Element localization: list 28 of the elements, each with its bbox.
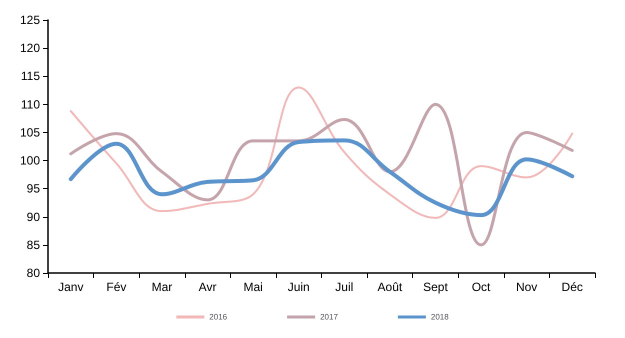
x-tick-label: Fév bbox=[106, 280, 126, 294]
x-tick-label: Sept bbox=[423, 280, 448, 294]
x-tick-label: Juil bbox=[335, 280, 354, 294]
y-tick-label: 125 bbox=[20, 13, 40, 27]
x-tick-label: Nov bbox=[516, 280, 538, 294]
x-tick-label: Mar bbox=[152, 280, 172, 294]
x-tick-label: Déc bbox=[562, 280, 583, 294]
x-tick-label: Avr bbox=[198, 280, 216, 294]
legend-label: 2018 bbox=[430, 312, 450, 322]
line-series bbox=[70, 86, 574, 219]
y-tick-label: 100 bbox=[20, 154, 40, 168]
y-tick-label: 95 bbox=[26, 182, 40, 196]
y-tick-label: 115 bbox=[20, 69, 40, 84]
line-series bbox=[69, 102, 574, 246]
y-tick-label: 90 bbox=[26, 210, 40, 224]
x-tick-label: Août bbox=[378, 280, 403, 294]
y-tick-label: 105 bbox=[20, 125, 40, 140]
y-tick-label: 110 bbox=[20, 97, 40, 112]
legend-label: 2017 bbox=[320, 312, 338, 322]
x-tick-label: Mai bbox=[243, 280, 263, 294]
y-tick-label: 120 bbox=[20, 41, 40, 56]
y-tick-label: 85 bbox=[26, 238, 40, 252]
line-series bbox=[68, 138, 574, 218]
legend-label: 2016 bbox=[209, 312, 228, 322]
x-tick-label: Oct bbox=[472, 280, 492, 294]
x-tick-label: Janv bbox=[58, 280, 84, 294]
y-tick-label: 80 bbox=[26, 266, 40, 280]
x-tick-label: Juin bbox=[288, 280, 310, 294]
